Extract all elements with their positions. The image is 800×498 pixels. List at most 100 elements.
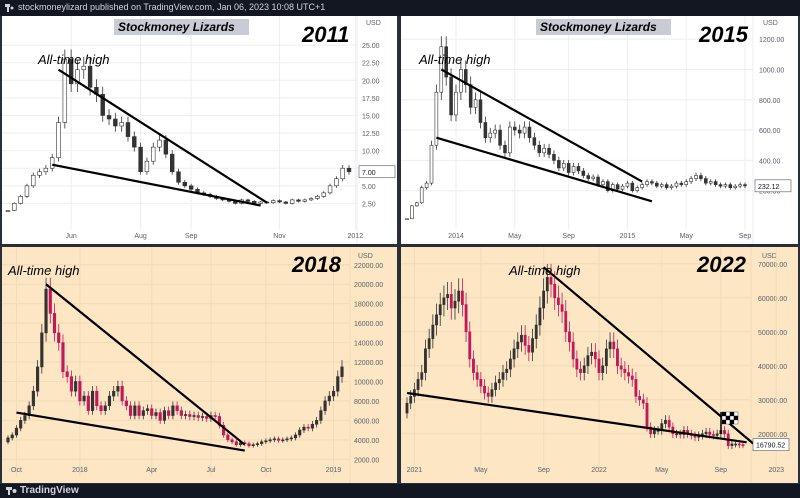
candle bbox=[179, 410, 183, 416]
x-tick-label: 2021 bbox=[407, 467, 423, 474]
candle bbox=[283, 201, 289, 204]
candle bbox=[43, 167, 49, 173]
candle bbox=[527, 345, 531, 353]
candle bbox=[733, 185, 737, 188]
candle bbox=[649, 426, 653, 435]
candle bbox=[36, 366, 40, 392]
flag-cell bbox=[725, 411, 731, 417]
candle bbox=[667, 419, 671, 428]
candle bbox=[556, 297, 560, 305]
year-label: 2018 bbox=[291, 252, 342, 277]
y-tick-label: 18000.00 bbox=[354, 302, 383, 309]
candle bbox=[157, 139, 162, 148]
flag-cell bbox=[729, 419, 735, 425]
candle bbox=[196, 415, 200, 418]
candle bbox=[162, 410, 166, 421]
y-tick-label: 16000.00 bbox=[354, 321, 383, 328]
all-time-high-annotation: All-time high bbox=[418, 52, 491, 67]
candle bbox=[674, 182, 679, 187]
candle bbox=[699, 175, 703, 179]
candle bbox=[444, 46, 448, 78]
candle bbox=[37, 171, 42, 176]
candle bbox=[151, 146, 156, 162]
candle bbox=[184, 414, 188, 416]
candle bbox=[10, 434, 14, 439]
currency-label: USD bbox=[366, 20, 381, 27]
candle bbox=[310, 423, 314, 429]
candle bbox=[454, 91, 458, 116]
candle bbox=[475, 372, 479, 380]
support-trendline bbox=[16, 411, 245, 452]
x-tick-label: Sep bbox=[739, 233, 752, 240]
candle bbox=[234, 441, 238, 445]
candle bbox=[124, 400, 128, 407]
currency-label: USD bbox=[762, 253, 777, 260]
candle bbox=[323, 400, 327, 411]
x-tick-label: 2012 bbox=[348, 233, 364, 240]
publisher-bar: stockmoneylizard published on TradingVie… bbox=[0, 0, 800, 16]
last-price-value: 232.12 bbox=[758, 184, 780, 191]
candle bbox=[576, 166, 581, 172]
y-tick-label: 2000.00 bbox=[354, 457, 379, 464]
candle bbox=[65, 371, 69, 377]
checkered-flag-icon bbox=[720, 411, 739, 434]
x-tick-label: Apr bbox=[146, 467, 158, 474]
candle bbox=[638, 396, 642, 401]
candle bbox=[512, 126, 517, 131]
candle bbox=[689, 178, 693, 182]
candle bbox=[527, 126, 532, 138]
x-tick-label: Sep bbox=[562, 233, 575, 240]
candle bbox=[44, 288, 48, 334]
y-tick-label: 22000.00 bbox=[354, 263, 383, 270]
x-tick-label: May bbox=[680, 233, 694, 240]
candle bbox=[566, 163, 571, 173]
candle bbox=[62, 58, 68, 123]
candle bbox=[523, 334, 527, 346]
candle bbox=[486, 392, 490, 397]
year-label: 2015 bbox=[698, 22, 749, 47]
y-tick-label: 6000.00 bbox=[354, 418, 379, 425]
candle bbox=[419, 187, 424, 204]
y-tick-label: 25.00 bbox=[362, 43, 380, 50]
candle bbox=[694, 175, 698, 179]
candle bbox=[429, 144, 434, 184]
candle bbox=[593, 351, 597, 360]
candle bbox=[68, 58, 74, 85]
candle bbox=[568, 331, 571, 343]
candle bbox=[490, 389, 494, 397]
candle bbox=[163, 139, 169, 155]
candle bbox=[493, 129, 497, 134]
candle bbox=[75, 69, 80, 85]
x-tick-label: May bbox=[508, 233, 522, 240]
support-trendline bbox=[51, 163, 261, 207]
candle bbox=[435, 314, 438, 326]
candle bbox=[306, 426, 310, 429]
candle bbox=[112, 390, 116, 397]
candle bbox=[315, 420, 319, 425]
candle bbox=[508, 358, 512, 370]
candle bbox=[113, 118, 118, 127]
x-tick-label: May bbox=[655, 467, 669, 474]
x-tick-label: Sep bbox=[715, 467, 728, 474]
candle bbox=[743, 184, 747, 187]
candle bbox=[175, 405, 179, 411]
candle bbox=[238, 442, 243, 445]
candle bbox=[319, 410, 323, 421]
candle bbox=[99, 405, 103, 411]
candle bbox=[512, 348, 516, 360]
candle bbox=[723, 184, 728, 187]
candle bbox=[176, 171, 181, 183]
y-tick-label: 1200.00 bbox=[759, 37, 784, 44]
publisher-line: stockmoneylizard published on TradingVie… bbox=[18, 2, 326, 12]
y-tick-label: 20000.00 bbox=[354, 282, 383, 289]
candle bbox=[468, 331, 472, 360]
y-tick-label: 2.50 bbox=[362, 201, 376, 208]
candle bbox=[669, 185, 674, 188]
chart-2015: 1200.00 1000.00 800.00 600.00 400.00 200.00 US… bbox=[401, 16, 792, 244]
candle bbox=[420, 372, 424, 380]
brand-label: Stockmoney Lizards bbox=[118, 20, 235, 34]
candle bbox=[741, 444, 745, 446]
candle bbox=[409, 396, 413, 404]
candle bbox=[708, 181, 713, 184]
candle bbox=[281, 439, 285, 442]
